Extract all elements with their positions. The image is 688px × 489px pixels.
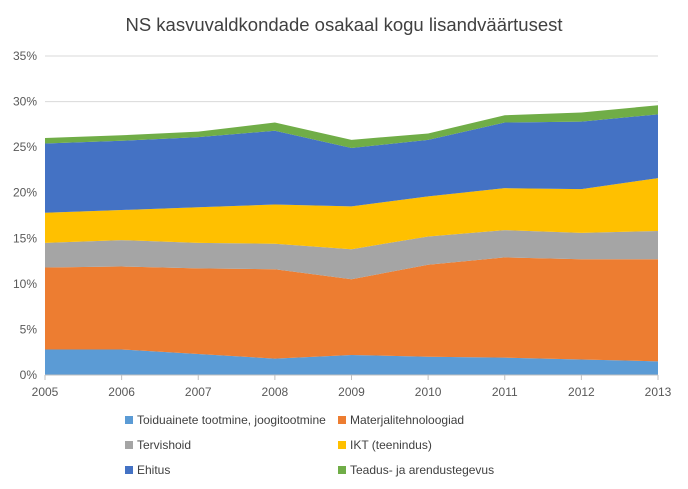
area-ikt-teenindus xyxy=(45,178,658,250)
y-tick-label: 5% xyxy=(20,322,38,336)
legend-swatch-ikt-teenindus xyxy=(338,441,346,449)
legend-label-teadus-ja-arendustegevus: Teadus- ja arendustegevus xyxy=(350,463,494,477)
x-tick-label: 2011 xyxy=(492,385,518,399)
y-tick-label: 15% xyxy=(13,231,37,245)
chart-title: NS kasvuvaldkondade osakaal kogu lisandv… xyxy=(125,14,562,35)
legend-swatch-materjalitehnoloogiad xyxy=(338,416,346,424)
area-materjalitehnoloogiad xyxy=(45,257,658,362)
y-tick-label: 20% xyxy=(13,186,37,200)
x-tick-label: 2012 xyxy=(568,385,595,399)
y-tick-label: 25% xyxy=(13,140,37,154)
y-tick-label: 35% xyxy=(13,49,37,63)
area-teadus-ja-arendustegevus xyxy=(45,105,658,149)
legend: Toiduainete tootmine, joogitootmine Mater… xyxy=(125,413,494,477)
area-series xyxy=(45,105,658,375)
x-axis: 2005 2006 2007 2008 2009 2010 2011 2012 2013 xyxy=(32,374,672,399)
legend-label-ikt-teenindus: IKT (teenindus) xyxy=(350,438,432,452)
legend-swatch-tervishoid xyxy=(125,441,133,449)
y-tick-label: 10% xyxy=(13,277,37,291)
x-tick-label: 2013 xyxy=(645,385,672,399)
x-tick-label: 2010 xyxy=(415,385,442,399)
x-tick-label: 2005 xyxy=(32,385,59,399)
legend-label-ehitus: Ehitus xyxy=(137,463,170,477)
legend-label-tervishoid: Tervishoid xyxy=(137,438,191,452)
legend-swatch-ehitus xyxy=(125,466,133,474)
legend-swatch-toiduainete-tootmine-joogitootmine xyxy=(125,416,133,424)
x-tick-label: 2008 xyxy=(262,385,289,399)
area-toiduainete-tootmine-joogitootmine xyxy=(45,349,658,375)
y-tick-label: 0% xyxy=(20,368,38,382)
x-tick-label: 2009 xyxy=(338,385,365,399)
y-tick-label: 30% xyxy=(13,95,37,109)
y-axis: 0% 5% 10% 15% 20% 25% 30% 35% xyxy=(13,49,37,382)
area-ehitus xyxy=(45,114,658,213)
legend-label-materjalitehnoloogiad: Materjalitehnoloogiad xyxy=(350,413,464,427)
x-tick-label: 2006 xyxy=(108,385,135,399)
legend-label-toiduainete-tootmine-joogitootmine: Toiduainete tootmine, joogitootmine xyxy=(137,413,326,427)
x-tick-label: 2007 xyxy=(185,385,212,399)
legend-swatch-teadus-ja-arendustegevus xyxy=(338,466,346,474)
area-tervishoid xyxy=(45,230,658,280)
